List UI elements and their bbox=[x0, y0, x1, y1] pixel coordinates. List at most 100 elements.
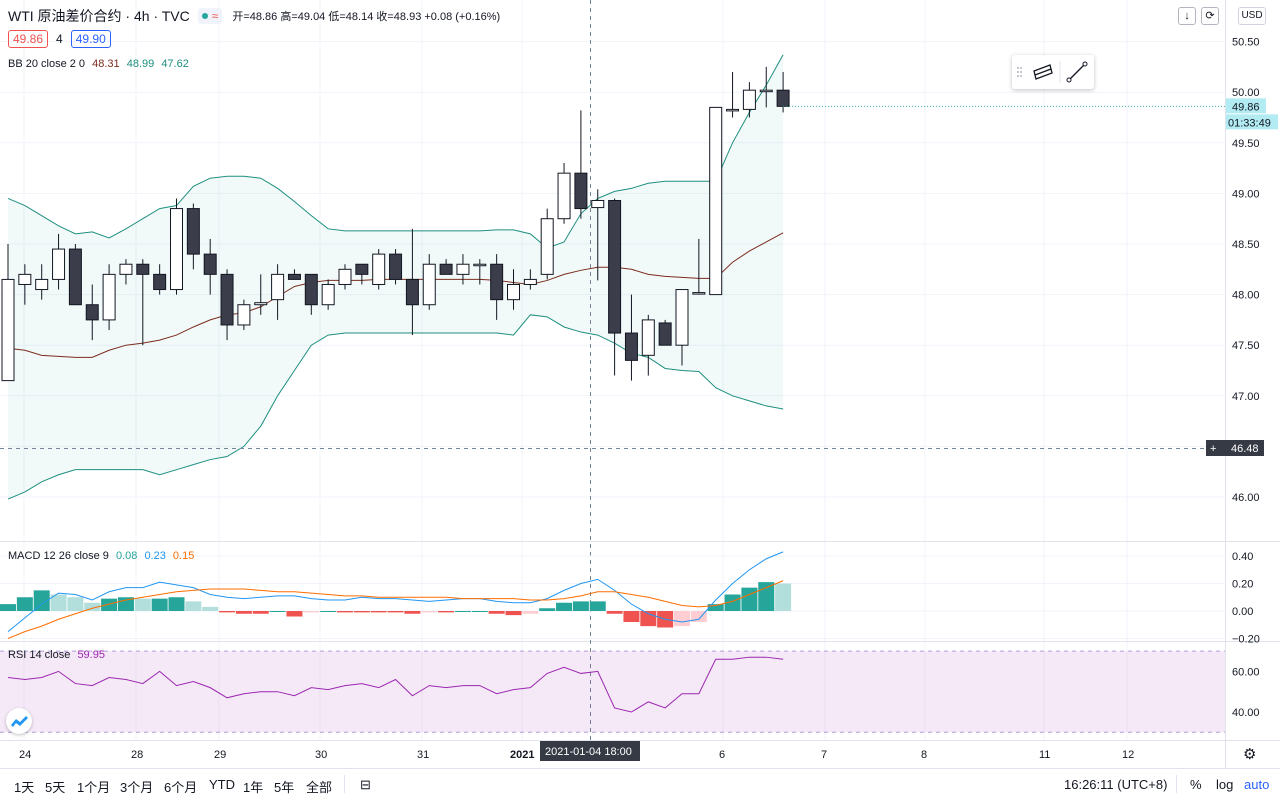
macd-histogram-bar bbox=[235, 611, 252, 614]
rsi-legend[interactable]: RSI 14 close 59.95 bbox=[8, 649, 105, 661]
ask-price[interactable]: 49.90 bbox=[70, 30, 111, 48]
bb-value-basis: 48.31 bbox=[92, 58, 120, 70]
candle-up bbox=[321, 283, 335, 306]
range-5y[interactable]: 5年 bbox=[274, 780, 295, 795]
range-3m[interactable]: 3个月 bbox=[120, 780, 154, 795]
candle-up bbox=[591, 199, 605, 209]
chart-canvas[interactable]: 50.50 50.00 49.50 49.00 48.50 48.00 47.50 47.00… bbox=[0, 0, 1280, 768]
macd-value-line: 0.23 bbox=[144, 550, 166, 562]
macd-histogram-bar bbox=[337, 611, 353, 613]
currency-button[interactable]: USD bbox=[1238, 7, 1266, 25]
crosshair-plus-icon: + bbox=[1210, 443, 1216, 455]
macd-histogram-bar bbox=[320, 611, 337, 612]
time-axis-label: 2021 bbox=[510, 749, 534, 761]
macd-histogram-bar bbox=[134, 598, 151, 611]
macd-histogram-bar bbox=[556, 602, 573, 611]
candle-up bbox=[119, 263, 133, 275]
macd-histogram-bar bbox=[606, 611, 623, 614]
macd-histogram-bar bbox=[572, 601, 589, 611]
candle-down bbox=[490, 263, 504, 301]
rsi-value: 59.95 bbox=[77, 649, 105, 661]
range-ytd[interactable]: YTD bbox=[209, 777, 235, 792]
range-1d[interactable]: 1天 bbox=[14, 780, 35, 795]
last-price-badge bbox=[1226, 98, 1266, 114]
candle-up bbox=[1, 278, 15, 382]
floating-drawing-toolbar bbox=[1012, 55, 1094, 89]
gear-icon[interactable]: ⚙ bbox=[1243, 746, 1257, 763]
range-1y[interactable]: 1年 bbox=[243, 780, 264, 795]
refresh-icon[interactable]: ⟳ bbox=[1201, 7, 1219, 25]
time-axis-label: 6 bbox=[719, 749, 725, 761]
range-1m[interactable]: 1个月 bbox=[77, 780, 111, 795]
spread-value: 4 bbox=[56, 32, 63, 46]
drag-handle-icon[interactable] bbox=[1017, 67, 1022, 77]
macd-histogram-bar bbox=[488, 611, 505, 614]
candle-up bbox=[338, 268, 352, 285]
candle-up bbox=[523, 278, 537, 285]
auto-toggle[interactable]: auto bbox=[1244, 777, 1270, 792]
time-axis-label: 31 bbox=[417, 749, 429, 761]
bb-label: BB 20 close 2 0 bbox=[8, 58, 86, 70]
candle-down bbox=[405, 278, 419, 306]
candle-up bbox=[473, 263, 487, 267]
bid-ask-row: 49.86 4 49.90 bbox=[8, 30, 111, 48]
macd-histogram-bar bbox=[724, 594, 741, 611]
range-6m[interactable]: 6个月 bbox=[164, 780, 198, 795]
time-axis-label: 8 bbox=[921, 749, 927, 761]
candle-up bbox=[742, 89, 756, 110]
macd-legend[interactable]: MACD 12 26 close 9 0.08 0.23 0.15 bbox=[8, 550, 194, 562]
macd-axis-label: −0.20 bbox=[1232, 634, 1260, 646]
divider bbox=[344, 775, 345, 793]
range-all[interactable]: 全部 bbox=[306, 780, 333, 795]
rsi-line bbox=[7, 656, 784, 713]
macd-histogram-bar bbox=[741, 587, 758, 611]
compare-icon[interactable]: ⊟ bbox=[360, 777, 371, 792]
rsi-axis-label: 60.00 bbox=[1232, 666, 1260, 678]
macd-histogram-bar bbox=[623, 611, 640, 622]
macd-histogram-bar bbox=[151, 598, 168, 611]
candle-up bbox=[254, 302, 268, 306]
range-5d[interactable]: 5天 bbox=[45, 780, 66, 795]
macd-histogram-bar bbox=[370, 611, 387, 613]
trend-line-icon[interactable] bbox=[1066, 61, 1088, 83]
macd-histogram-bar bbox=[438, 611, 455, 613]
market-status-pill[interactable]: ≈ bbox=[197, 8, 223, 24]
rsi-label: RSI 14 close bbox=[8, 649, 71, 661]
candle-up bbox=[456, 263, 470, 275]
macd-histogram-bar bbox=[303, 611, 320, 613]
divider bbox=[1176, 775, 1177, 793]
macd-value-signal: 0.15 bbox=[172, 550, 195, 562]
candle-up bbox=[675, 289, 689, 346]
symbol-title[interactable]: WTI 原油差价合约 · 4h · TVC bbox=[8, 8, 190, 24]
candle-down bbox=[439, 263, 453, 275]
macd-histogram-bar bbox=[202, 606, 219, 611]
price-axis-label: 47.00 bbox=[1232, 391, 1260, 403]
bb-legend[interactable]: BB 20 close 2 0 48.31 48.99 47.62 bbox=[8, 58, 189, 70]
macd-histogram-bar bbox=[168, 597, 185, 611]
candle-up bbox=[52, 248, 66, 280]
candle-down bbox=[153, 273, 167, 291]
arrow-down-icon[interactable]: ↓ bbox=[1178, 7, 1196, 25]
macd-histogram-bar bbox=[185, 601, 202, 611]
time-axis-label: 29 bbox=[214, 749, 226, 761]
percent-toggle[interactable]: % bbox=[1190, 777, 1202, 792]
tradingview-logo-icon[interactable] bbox=[6, 708, 32, 734]
macd-value-hist: 0.08 bbox=[115, 550, 138, 562]
parallel-channel-icon[interactable] bbox=[1033, 64, 1053, 80]
macd-label: MACD 12 26 close 9 bbox=[8, 550, 109, 562]
candle-down bbox=[389, 253, 403, 280]
price-axis-label: 48.00 bbox=[1232, 290, 1260, 302]
candle-down bbox=[355, 263, 369, 275]
clock-timezone[interactable]: 16:26:11 (UTC+8) bbox=[1064, 777, 1168, 792]
macd-histogram-bar bbox=[674, 611, 690, 627]
log-toggle[interactable]: log bbox=[1216, 777, 1234, 792]
macd-histogram-bar bbox=[589, 601, 606, 611]
crosshair-price-badge bbox=[1206, 440, 1264, 456]
candle-down bbox=[304, 273, 318, 306]
macd-histogram-bar bbox=[505, 611, 522, 616]
macd-histogram-bar bbox=[67, 597, 84, 611]
bb-lower-line bbox=[7, 314, 784, 500]
price-axis-label: 47.50 bbox=[1232, 340, 1260, 352]
price-axis-label: 50.00 bbox=[1232, 87, 1260, 99]
bid-price[interactable]: 49.86 bbox=[8, 30, 49, 48]
